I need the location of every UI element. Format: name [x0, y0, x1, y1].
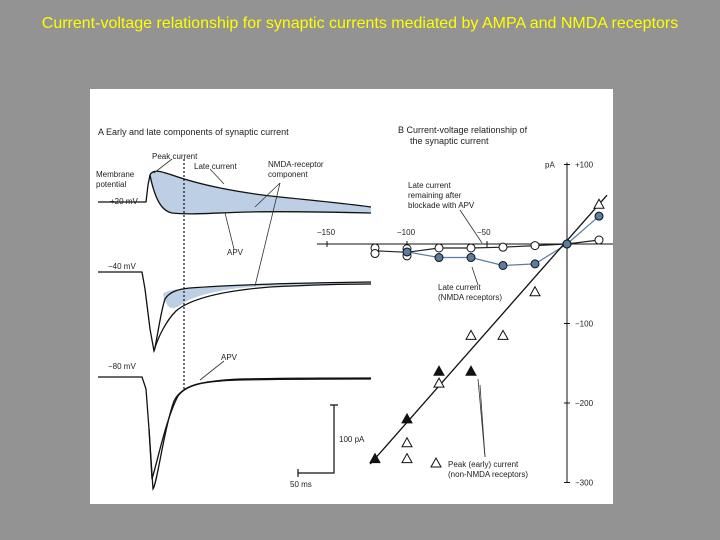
annot-nmda-1: Late current — [438, 283, 481, 292]
label-nmda-2: component — [268, 170, 308, 179]
data-point-open-circle — [594, 235, 604, 245]
chart-title-line2: the synaptic current — [410, 136, 489, 146]
leader-apv-1 — [224, 212, 235, 250]
x-tick-label: −150 — [317, 228, 336, 237]
chart-title-line1: B Current-voltage relationship of — [398, 125, 528, 135]
trace-80-apv — [148, 378, 372, 480]
x-tick-label: −50 — [477, 228, 491, 237]
data-point-filled-circle — [530, 259, 540, 269]
slide-title: Current-voltage relationship for synapti… — [41, 15, 679, 32]
figure: A Early and late components of synaptic … — [90, 89, 613, 504]
data-point-filled-triangle — [465, 365, 477, 376]
data-point-open-triangle — [497, 329, 509, 340]
nmda-area-20 — [149, 170, 371, 214]
trace-label-40: −40 mV — [108, 262, 136, 271]
annot-apv-1: Late current — [408, 181, 451, 190]
label-membrane-2: potential — [96, 180, 126, 189]
annot-peak-leader-2 — [479, 384, 486, 458]
trace-20-control — [98, 170, 372, 208]
data-point-filled-circle — [562, 239, 572, 249]
y-tick-label: −100 — [575, 320, 594, 329]
chart-marks — [369, 194, 608, 465]
data-point-filled-circle — [466, 253, 476, 263]
y-axis-label: pA — [545, 161, 555, 170]
label-peak-current: Peak current — [152, 152, 198, 161]
data-point-open-triangle — [401, 452, 413, 464]
x-tick-label: −100 — [397, 228, 416, 237]
y-tick-label: −200 — [575, 399, 594, 408]
label-apv-1: APV — [227, 248, 244, 257]
data-point-filled-circle — [402, 247, 412, 257]
data-point-filled-triangle — [433, 365, 445, 376]
data-point-open-circle — [530, 241, 540, 251]
annot-peak-1: Peak (early) current — [448, 460, 519, 469]
panel-b: B Current-voltage relationship of the sy… — [317, 125, 613, 488]
data-point-open-triangle — [401, 436, 413, 448]
panel-a-title: A Early and late components of synaptic … — [98, 127, 289, 137]
label-nmda-1: NMDA-receptor — [268, 160, 324, 169]
data-point-filled-triangle — [401, 412, 413, 424]
annot-apv-2: remaining after — [408, 191, 462, 200]
data-point-open-circle — [434, 243, 444, 253]
y-tick-label: −300 — [575, 479, 594, 488]
trace-80-control — [98, 376, 372, 491]
label-membrane-1: Membrane — [96, 170, 135, 179]
data-point-open-circle — [466, 243, 476, 253]
leader-nmda-2 — [254, 182, 281, 287]
data-point-open-circle — [370, 249, 380, 259]
annot-apv-leader — [459, 209, 483, 244]
y-tick-label: +100 — [575, 161, 594, 170]
figure-canvas: A Early and late components of synaptic … — [96, 125, 613, 491]
apv-series-line — [374, 239, 600, 253]
trace-20-apv — [149, 174, 372, 215]
leader-nmda-1 — [254, 182, 281, 208]
leader-late — [209, 168, 225, 185]
data-point-open-circle — [498, 242, 508, 252]
data-point-open-triangle — [465, 329, 477, 340]
annot-peak-2: (non-NMDA receptors) — [448, 470, 528, 479]
data-point-filled-circle — [498, 260, 508, 270]
label-late-current: Late current — [194, 162, 237, 171]
annot-peak-marker — [430, 456, 442, 468]
annot-apv-3: blockade with APV — [408, 201, 475, 210]
scale-current-label: 100 pA — [339, 435, 365, 444]
trace-label-80: −80 mV — [108, 362, 136, 371]
trace-40-apv — [153, 283, 372, 352]
data-point-filled-circle — [594, 211, 604, 221]
data-point-open-triangle — [593, 198, 605, 209]
leader-apv-2 — [199, 360, 225, 381]
data-point-open-triangle — [433, 377, 445, 388]
leader-peak — [153, 158, 173, 174]
data-point-filled-triangle — [369, 452, 381, 464]
trace-label-20: +20 mV — [110, 197, 138, 206]
scale-bar — [297, 404, 338, 477]
nmda-area-40 — [163, 282, 371, 309]
annot-nmda-2: (NMDA receptors) — [438, 293, 502, 302]
scale-time-label: 50 ms — [290, 480, 312, 489]
data-point-open-triangle — [529, 285, 541, 297]
annot-nmda-leader — [471, 266, 479, 286]
label-apv-2: APV — [221, 353, 238, 362]
panel-a: A Early and late components of synaptic … — [96, 127, 372, 491]
data-point-filled-circle — [434, 253, 444, 263]
